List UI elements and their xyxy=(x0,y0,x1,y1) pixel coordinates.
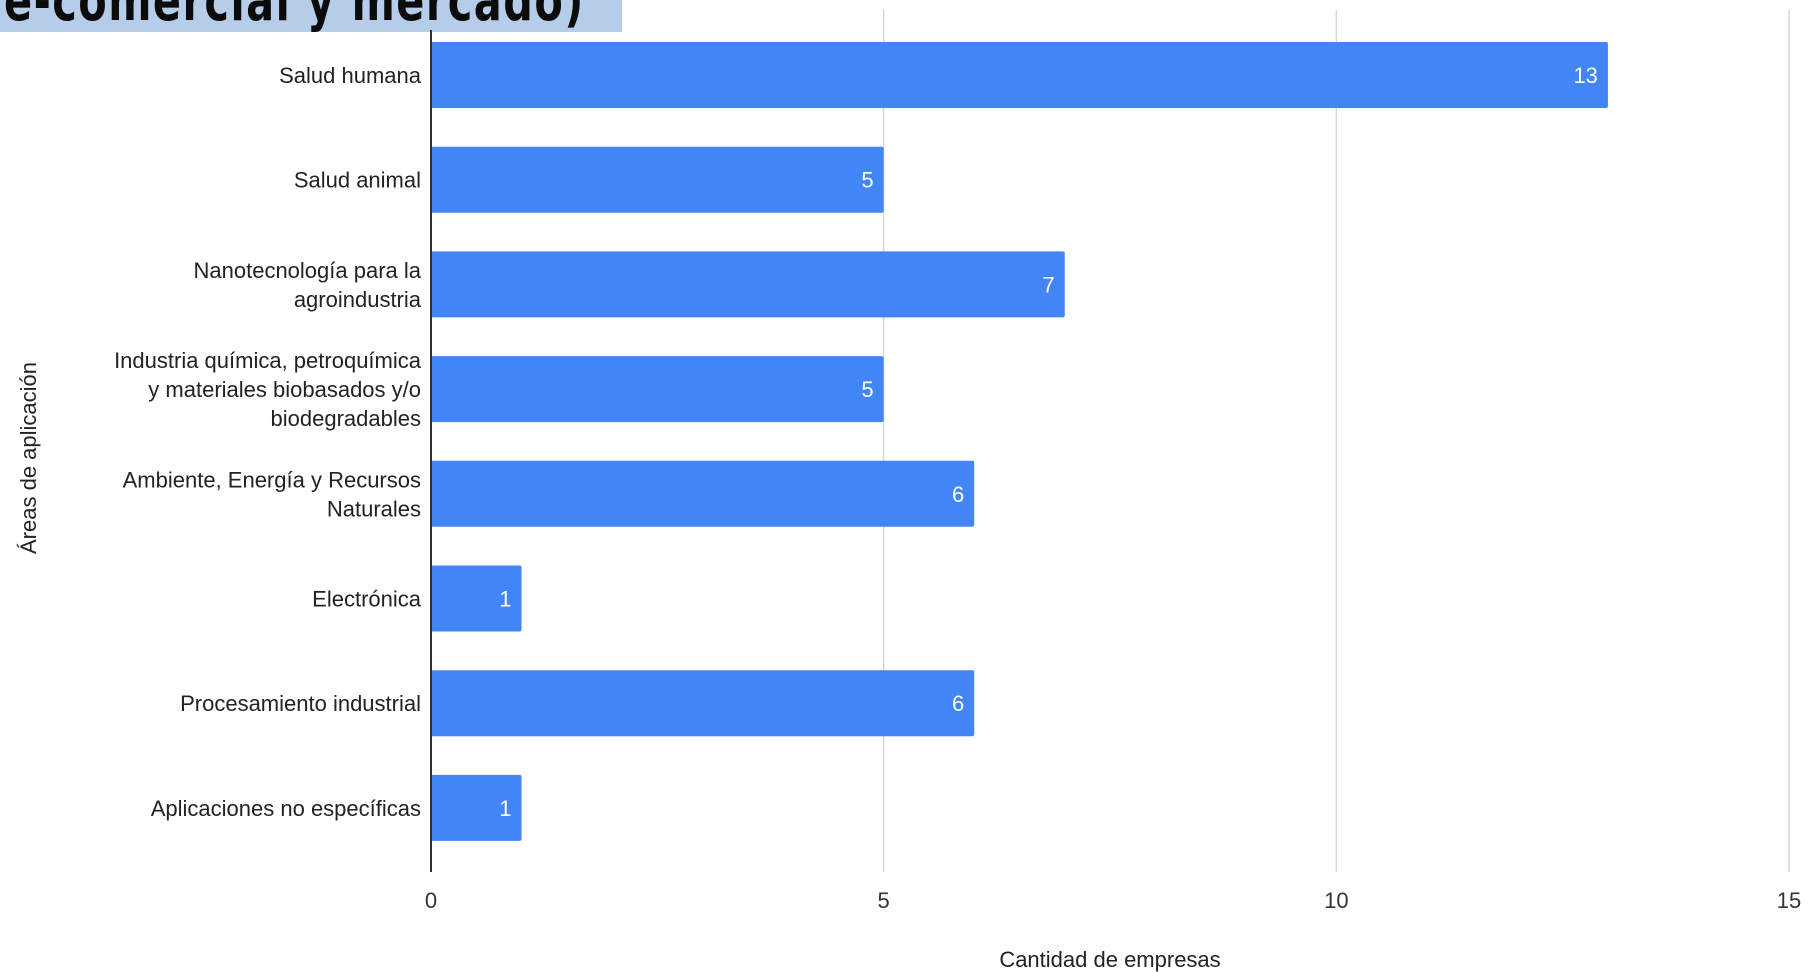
category-label: Salud humana xyxy=(279,63,422,88)
x-axis-title: Cantidad de empresas xyxy=(999,947,1220,972)
bar xyxy=(431,42,1608,108)
bar xyxy=(431,774,522,841)
bar xyxy=(431,251,1065,318)
bar xyxy=(431,356,884,423)
x-tick-label: 5 xyxy=(878,888,890,913)
bar xyxy=(431,670,975,737)
bar-value-label: 1 xyxy=(499,587,511,612)
category-label: Industria química, petroquímica y materia… xyxy=(114,348,422,431)
bar xyxy=(431,460,975,527)
category-label: Procesamiento industrial xyxy=(180,691,421,716)
bar-value-label: 1 xyxy=(499,796,511,821)
category-label: Aplicaciones no específicas xyxy=(151,796,421,821)
bar xyxy=(431,146,884,213)
bar-value-label: 5 xyxy=(861,168,873,193)
bars xyxy=(431,42,1608,841)
category-label: Ambiente, Energía y Recursos Naturales xyxy=(123,467,421,521)
category-labels: Salud humana Salud animal Nanotecnología p… xyxy=(114,63,422,821)
bar xyxy=(431,565,522,632)
x-tick-labels: 0 5 10 15 xyxy=(425,888,1801,913)
y-axis-title: Áreas de aplicación xyxy=(16,362,41,554)
bar-value-label: 6 xyxy=(952,691,964,716)
x-tick-label: 10 xyxy=(1324,888,1348,913)
value-labels: 13 5 7 5 6 1 6 1 xyxy=(499,63,1598,821)
category-label: Electrónica xyxy=(312,587,422,612)
page-title: e-comercial y mercado) xyxy=(4,0,585,30)
category-label: Nanotecnología para la agroindustria xyxy=(194,258,422,312)
bar-value-label: 13 xyxy=(1573,63,1597,88)
category-label: Salud animal xyxy=(294,168,421,193)
bar-value-label: 6 xyxy=(952,482,964,507)
bar-value-label: 5 xyxy=(861,377,873,402)
gridlines xyxy=(882,10,1790,872)
x-tick-label: 0 xyxy=(425,888,437,913)
title-banner: e-comercial y mercado) xyxy=(0,0,622,32)
bar-value-label: 7 xyxy=(1042,272,1054,297)
x-tick-label: 15 xyxy=(1777,888,1801,913)
